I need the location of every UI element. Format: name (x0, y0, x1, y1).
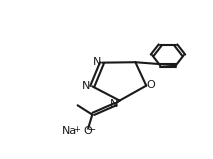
Text: N: N (93, 57, 101, 67)
Text: −: − (88, 125, 96, 135)
Text: N: N (110, 100, 119, 110)
Text: +: + (73, 125, 80, 134)
Text: N: N (82, 81, 91, 91)
Text: O: O (147, 80, 155, 90)
Text: Na: Na (62, 126, 77, 136)
Text: O: O (84, 126, 92, 136)
